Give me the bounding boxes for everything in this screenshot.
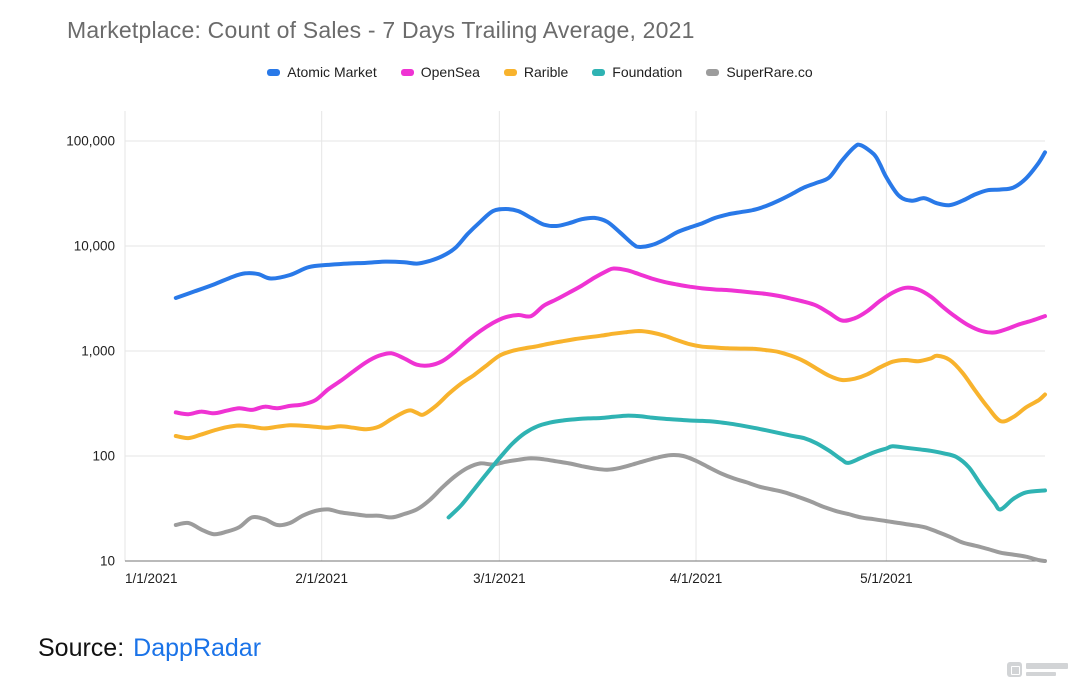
chart-title: Marketplace: Count of Sales - 7 Days Tra… — [67, 17, 695, 43]
legend-swatch — [503, 68, 517, 76]
line-chart: 1/1/2021 2/1/2021 3/1/2021 4/1/2021 5/1/2021… — [66, 111, 1047, 586]
legend-label: OpenSea — [420, 64, 480, 80]
y-tick-label: 100 — [92, 449, 115, 464]
x-tick-label: 2/1/2021 — [295, 571, 348, 586]
legend-swatch — [592, 68, 606, 76]
source-line: Source: DappRadar — [38, 634, 261, 663]
source-label: Source: — [38, 634, 125, 662]
legend-item-atomic-market: Atomic Market — [267, 64, 377, 80]
legend-label: Rarible — [523, 64, 569, 80]
legend-label: Foundation — [612, 64, 683, 80]
x-tick-label: 3/1/2021 — [473, 571, 526, 586]
legend-swatch — [267, 68, 281, 76]
watermark — [1007, 662, 1068, 677]
watermark-icon — [1007, 662, 1022, 677]
legend-label: Atomic Market — [287, 64, 377, 80]
x-tick-label: 5/1/2021 — [860, 571, 913, 586]
y-tick-label: 10,000 — [74, 239, 115, 254]
y-tick-label: 10 — [100, 554, 115, 569]
series-line-rarible — [173, 329, 1047, 441]
legend-item-opensea: OpenSea — [400, 64, 480, 80]
legend-item-superrare-co: SuperRare.co — [706, 64, 813, 80]
y-tick-label: 1,000 — [81, 344, 115, 359]
legend-swatch — [706, 68, 720, 76]
legend: Atomic Market OpenSea Rarible Foundation Sup… — [0, 64, 1080, 80]
series-line-superrare-co — [173, 453, 1047, 563]
legend-swatch — [400, 68, 414, 76]
source-link[interactable]: DappRadar — [133, 634, 262, 662]
x-tick-label: 1/1/2021 — [125, 571, 178, 586]
legend-item-rarible: Rarible — [503, 64, 569, 80]
legend-item-foundation: Foundation — [592, 64, 682, 80]
legend-label: SuperRare.co — [726, 64, 813, 80]
y-tick-label: 100,000 — [66, 134, 115, 149]
series-line-opensea — [173, 266, 1047, 417]
x-tick-label: 4/1/2021 — [670, 571, 723, 586]
series-line-foundation — [446, 413, 1047, 520]
watermark-text — [1026, 663, 1068, 676]
series-line-atomic-market — [173, 142, 1047, 300]
